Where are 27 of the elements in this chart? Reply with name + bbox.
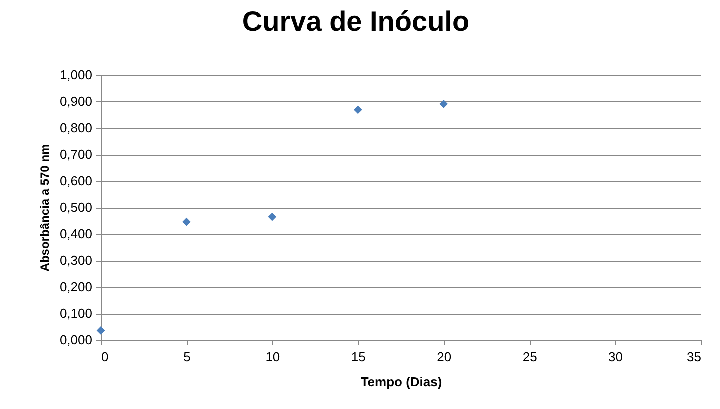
point: [268, 212, 277, 222]
y-tick-label: 0,500: [60, 200, 92, 215]
x-tick-label: 10: [266, 350, 280, 364]
y-tick-label: 0,900: [60, 94, 92, 109]
x-tick-label: 5: [184, 350, 191, 364]
y-tick-label: 0,700: [60, 147, 92, 162]
chart-title: Curva de Inóculo: [242, 6, 470, 37]
x-tick-label: 35: [687, 350, 702, 364]
x-tick-label: 25: [522, 350, 538, 364]
x-tick-label: 15: [351, 350, 366, 364]
y-tick-label: 0,800: [60, 120, 92, 136]
y-tick-label: 0,200: [60, 280, 92, 294]
x-tick-label: 20: [437, 350, 452, 364]
y-tick-label: 0,300: [60, 253, 92, 268]
point: [354, 106, 362, 114]
point: [96, 326, 106, 335]
y-tick-label: 0,000: [60, 332, 92, 348]
y-tick-label: 1,000: [60, 68, 92, 82]
point: [440, 100, 448, 108]
x-axis-title: Tempo (Dias): [360, 374, 442, 390]
y-tick-label: 0,100: [60, 306, 92, 321]
point: [182, 218, 191, 226]
y-axis-title: Absorbância a 570 nm: [38, 144, 52, 272]
y-tick-label: 0,600: [60, 174, 92, 188]
y-tick-label: 0,400: [60, 226, 92, 242]
x-tick-label: 30: [608, 350, 624, 364]
x-tick-label: 0: [102, 350, 109, 364]
